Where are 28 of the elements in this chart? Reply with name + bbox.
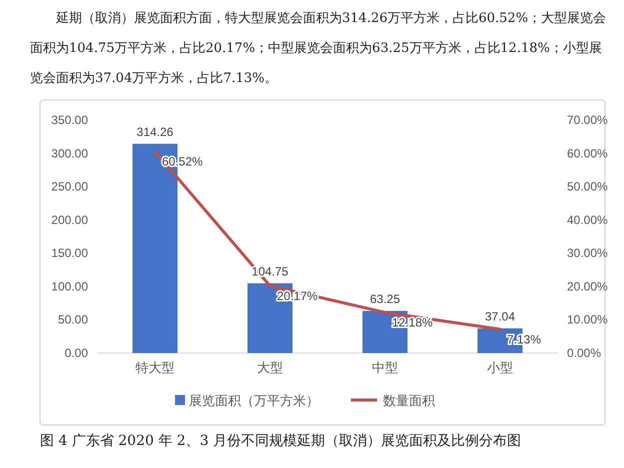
y-tick-label: 150.00 <box>51 246 88 260</box>
y-tick-label: 50.00 <box>58 312 88 327</box>
text: 延期（取消）展览面积方面，特大型展览会面积为314.26万平方米，占比60.52%；大型展览会面积为104.75万平方米，占比20.17%；中型展览会面积为63.25万平方米，占比12.18%；小型展览会面积为37.04万平方米，占比7.13%。 <box>30 10 608 88</box>
legend-label: 数量面积 <box>383 393 435 408</box>
y2-tick-label: 10.00% <box>567 312 608 327</box>
data-label: 314.26 <box>136 124 174 139</box>
y2-tick-label: 60.00% <box>567 146 608 160</box>
data-label: 20.17% <box>277 288 318 303</box>
x-tick-label: 中型 <box>372 360 398 375</box>
x-tick-label: 特大型 <box>136 360 174 375</box>
y2-tick-label: 30.00% <box>567 246 608 260</box>
y-tick-label: 200.00 <box>51 212 88 227</box>
text: 图 4 广东省 2020 年 2、3 月份不同规模延期（取消）展览面积及比例分布图 <box>40 432 522 450</box>
y-tick-label: 350.00 <box>51 113 88 127</box>
y2-tick-label: 70.00% <box>567 113 608 127</box>
y-tick-label: 100.00 <box>51 279 88 294</box>
y2-tick-label: 0.00% <box>567 346 602 360</box>
y-tick-label: 250.00 <box>51 180 88 194</box>
data-label: 37.04 <box>484 309 516 324</box>
data-label: 63.25 <box>370 292 400 306</box>
x-tick-label: 小型 <box>487 360 513 375</box>
y2-tick-label: 20.00% <box>567 279 608 294</box>
y-tick-label: 0.00 <box>64 346 88 360</box>
y-tick-label: 300.00 <box>51 146 88 160</box>
y2-tick-label: 40.00% <box>567 212 608 227</box>
legend-label: 展览面积（万平方米） <box>189 393 319 408</box>
y2-tick-label: 50.00% <box>567 180 608 194</box>
x-tick-label: 大型 <box>257 360 283 375</box>
